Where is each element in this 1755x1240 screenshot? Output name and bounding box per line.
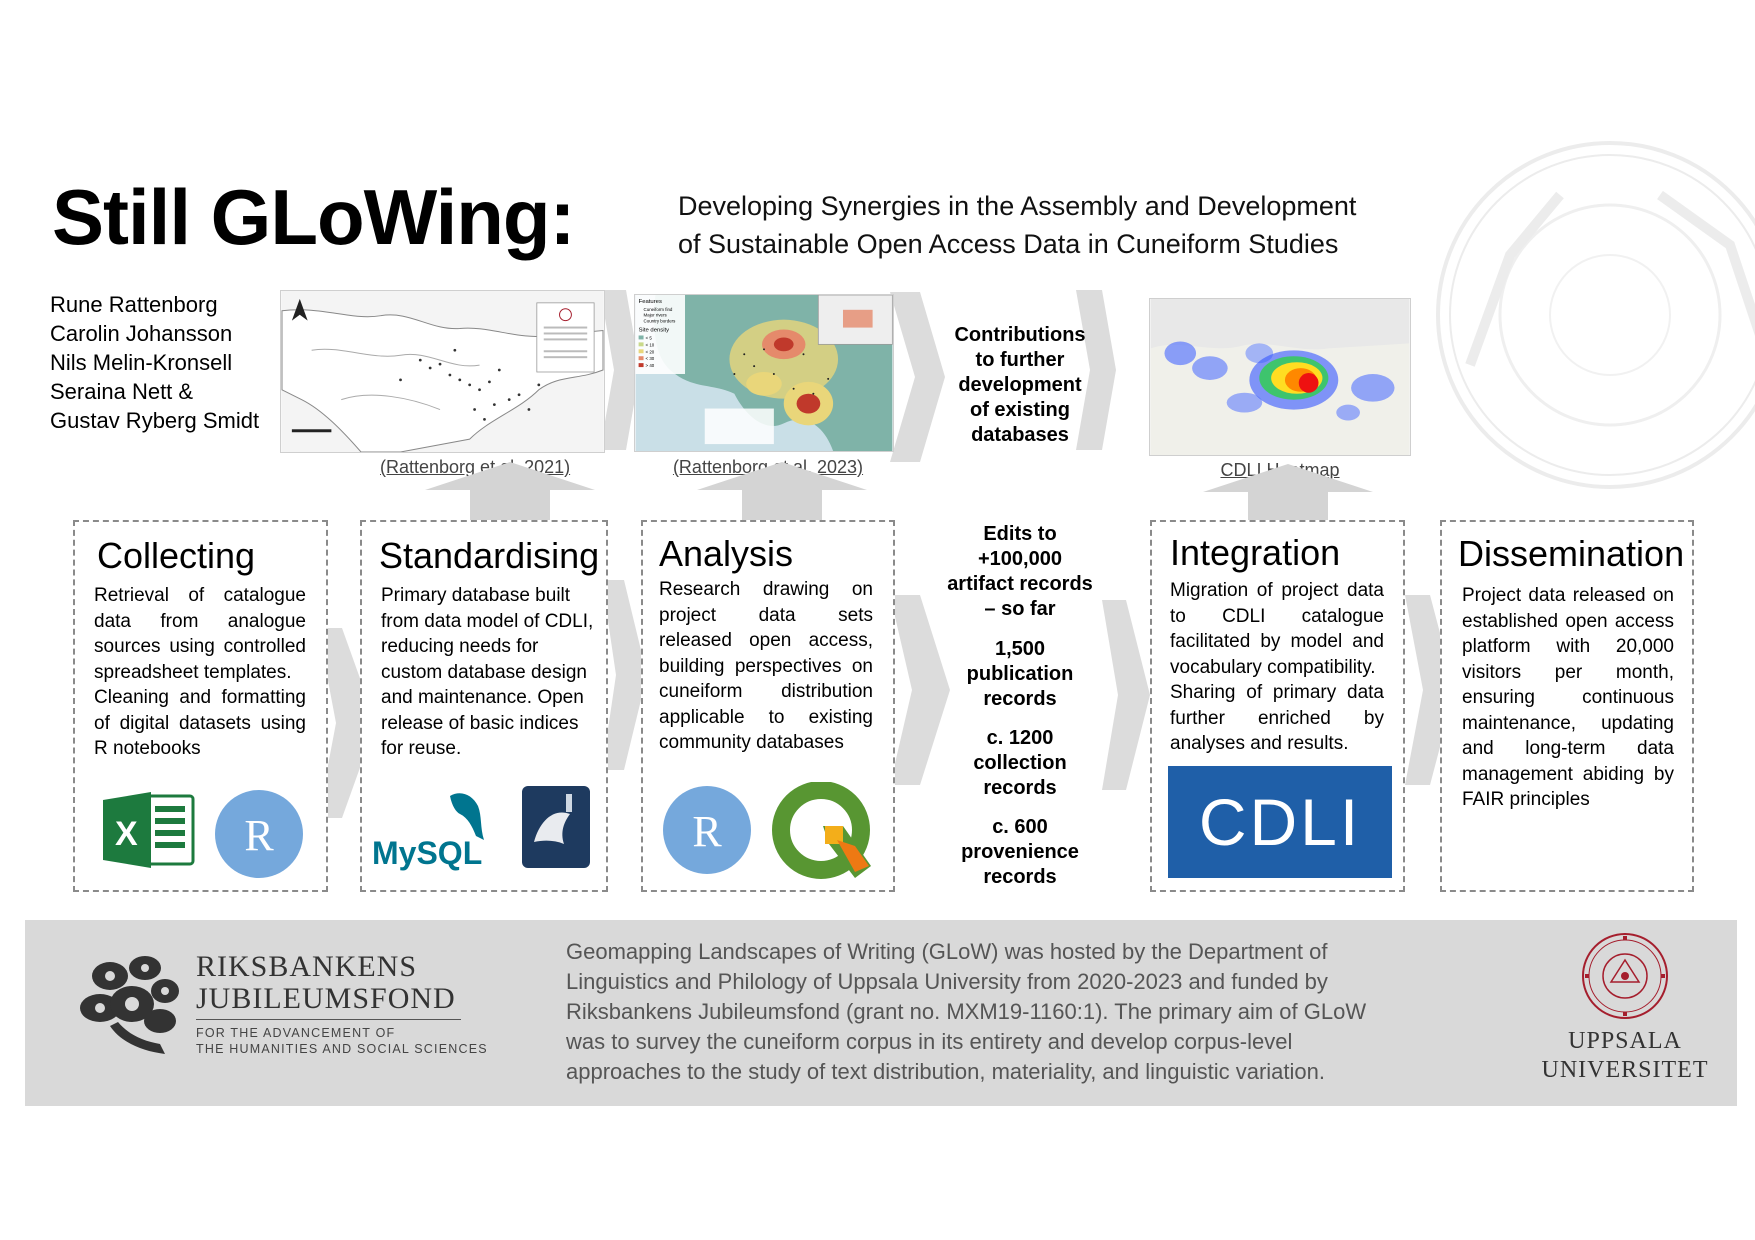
stat-collection-records: c. 1200 collection records [973,727,1067,799]
svg-text:R: R [692,807,722,856]
r-icon: R [215,790,303,878]
riksbankens-name: JUBILEUMSFOND [196,982,456,1015]
stat-provenience-records: c. 600 provenience records [961,816,1079,888]
riksbankens-emblem-icon [80,956,179,1054]
uppsala-seal-watermark [1436,141,1755,489]
up-arrow [697,462,867,527]
site-density-map-image: Features Cuneiform find Major rivers Cou… [634,294,894,452]
stage-text-dissemination: Project data released on established ope… [1462,585,1674,810]
map2-legend-item: Country borders [644,319,677,324]
contributions-label: Contributions to further development of … [954,324,1086,446]
flow-arrow [602,580,647,770]
site-map-image [280,290,605,453]
uppsala-name: UNIVERSITET [1541,1057,1709,1083]
map2-legend-item: Cuneiform find [644,307,673,312]
analysis-stage-box: Analysis Research drawing on project dat… [641,520,895,892]
stage-text-collecting: Retrieval of catalogue data from analogu… [94,585,306,759]
svg-text:X: X [115,815,138,853]
standardising-stage-box: Standardising Primary database built fro… [360,520,608,892]
stat-publication-records: 1,500 publication records [966,638,1074,710]
mysql-workbench-icon [522,786,590,868]
stage-title-standardising: Standardising [379,535,600,576]
map2-legend-item: < 5 [646,335,653,340]
subtitle-line-2: of Sustainable Open Access Data in Cunei… [678,229,1339,259]
uppsala-name: UPPSALA [1568,1028,1682,1054]
stage-title-dissemination: Dissemination [1458,533,1685,574]
svg-text:MySQL: MySQL [372,835,482,871]
cdli-logo: CDLI [1168,766,1392,878]
author-name: Rune Rattenborg [50,292,218,317]
map2-legend-item: Major rivers [644,313,668,318]
map2-legend-item: < 30 [646,356,655,361]
stage-title-collecting: Collecting [97,535,256,576]
up-arrow [1203,464,1373,527]
divider [196,1019,461,1020]
up-arrow [425,462,595,527]
map2-legend-item: < 10 [646,342,655,347]
author-name: Gustav Ryberg Smidt [50,408,260,433]
map2-legend-title: Features [639,299,662,305]
flow-arrow [600,290,640,450]
riksbankens-tagline: THE HUMANITIES AND SOCIAL SCIENCES [196,1042,488,1056]
page-title: Still GLoWing: [52,173,576,261]
author-name: Seraina Nett & [50,379,194,404]
footer-description: Geomapping Landscapes of Writing (GLoW) … [566,939,1367,1084]
qgis-icon [772,782,871,879]
mysql-logo: MySQL [372,793,484,871]
flow-arrow [1076,290,1116,450]
author-name: Carolin Johansson [50,321,233,346]
collecting-stage-box: Collecting Retrieval of catalogue data f… [73,520,328,892]
flow-arrow [1102,600,1150,790]
subtitle-line-1: Developing Synergies in the Assembly and… [678,191,1357,221]
stage-text-standardising: Primary database built from data model o… [381,585,594,759]
stat-artifact-records: Edits to +100,000 artifact records – so … [947,523,1093,620]
riksbankens-name: RIKSBANKENS [196,950,418,983]
stage-text-analysis: Research drawing on project data sets re… [659,579,873,753]
cdli-heatmap-image [1149,298,1411,456]
riksbankens-tagline: FOR THE ADVANCEMENT OF [196,1026,396,1040]
integration-stage-box: Integration Migration of project data to… [1150,520,1405,892]
map2-legend-item: < 20 [646,349,655,354]
stage-text-integration: Migration of project data to CDLI catalo… [1170,580,1384,754]
flow-arrow [890,292,945,462]
uppsala-seal-icon [1582,933,1668,1019]
author-name: Nils Melin-Kronsell [50,350,233,375]
flow-arrow [890,595,950,785]
r-icon: R [663,786,751,874]
footer-band [25,920,1737,1106]
dissemination-stage-box: Dissemination Project data released on e… [1440,520,1694,892]
flow-arrow [318,628,376,818]
stage-title-analysis: Analysis [659,533,794,574]
map2-legend-item: > 40 [646,363,655,368]
stage-title-integration: Integration [1170,532,1341,573]
excel-icon: X [103,792,195,868]
svg-text:R: R [244,811,274,860]
map2-legend-subtitle: Site density [639,328,670,334]
